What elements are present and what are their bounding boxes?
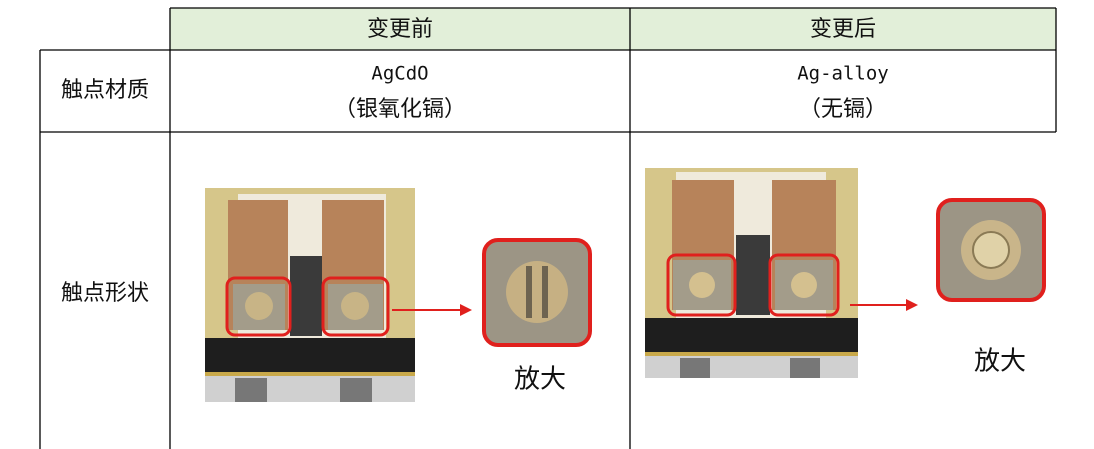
relay-photo-after	[645, 168, 858, 378]
cell-text: AgCdO	[371, 63, 428, 85]
highlight-box	[768, 253, 840, 317]
terminal	[680, 358, 710, 378]
zoom-after	[936, 198, 1046, 302]
relay-bottom	[645, 356, 858, 378]
highlight-box	[666, 253, 737, 317]
zoom-rivet	[506, 261, 568, 323]
terminal	[235, 378, 267, 402]
header-cell: 变更前	[367, 17, 433, 42]
cell-text: （银氧化镉）	[334, 97, 466, 122]
contact-rivet	[245, 292, 273, 320]
relay-base	[645, 318, 858, 353]
zoom-rivet-center	[972, 231, 1010, 269]
cell-text: Ag-alloy	[797, 63, 889, 85]
contact-rivet	[341, 292, 369, 320]
highlight-box	[321, 276, 390, 337]
relay-base	[205, 338, 415, 374]
contact-rivet	[689, 272, 715, 298]
terminal	[340, 378, 372, 402]
rivet-groove	[526, 266, 532, 318]
relay-strip	[205, 372, 415, 376]
caption: 放大	[514, 365, 566, 395]
zoom-before	[482, 238, 592, 347]
row-label: 触点材质	[61, 78, 149, 103]
highlight-box	[225, 276, 292, 337]
terminal	[790, 358, 820, 378]
gap	[290, 256, 322, 336]
cell-text: （无镉）	[799, 97, 887, 122]
gap	[736, 235, 770, 315]
row-label: 触点形状	[61, 281, 149, 306]
header-cell: 变更后	[810, 17, 876, 42]
relay-photo-before	[205, 188, 415, 402]
arrow-head	[906, 299, 918, 311]
rivet-groove	[542, 266, 548, 318]
table-borders	[39, 7, 1057, 449]
arrow-head	[460, 304, 472, 316]
header-bg	[170, 8, 1056, 50]
caption: 放大	[974, 347, 1026, 377]
contact-rivet	[791, 272, 817, 298]
relay-strip	[645, 352, 858, 356]
